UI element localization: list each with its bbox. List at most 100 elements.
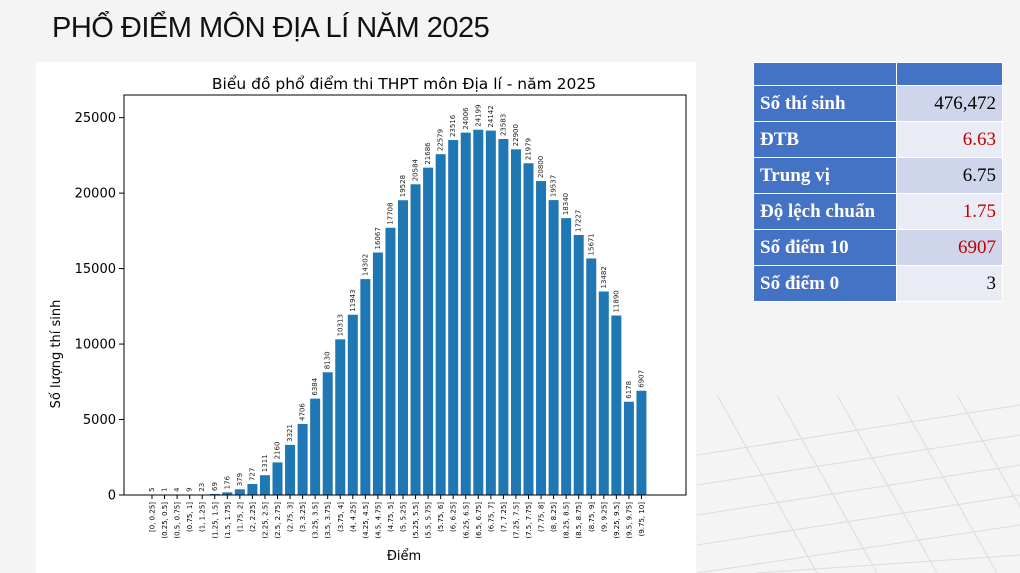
- x-tick-label: (6, 6.25]: [450, 502, 458, 532]
- bar: [297, 423, 308, 495]
- bar-value-label: 4706: [299, 403, 307, 421]
- stats-row: Trung vị 6.75: [753, 157, 1003, 194]
- x-tick-label: (3.75, 4]: [337, 502, 345, 532]
- bar-value-label: 9: [186, 487, 194, 491]
- chart-title: Biểu đồ phổ điểm thi THPT môn Địa lí - n…: [212, 75, 596, 93]
- x-tick-label: (0.25, 0.5]: [161, 502, 169, 539]
- bar-value-label: 2160: [274, 442, 282, 460]
- bar-value-label: 6384: [311, 377, 319, 395]
- bar-value-label: 6907: [637, 370, 645, 388]
- bar: [423, 167, 434, 495]
- bar-value-label: 17227: [575, 210, 583, 232]
- x-tick-label: (4.75, 5]: [387, 502, 395, 532]
- bar: [209, 493, 220, 495]
- bar-value-label: 3321: [286, 424, 294, 442]
- bar: [385, 227, 396, 496]
- bar: [561, 218, 572, 496]
- x-tick-label: (5.25, 5.5]: [412, 502, 420, 539]
- bar-value-label: 8130: [324, 351, 332, 369]
- bar: [523, 163, 534, 495]
- stats-label: Số điểm 10: [753, 229, 897, 266]
- x-tick-label: (3, 3.25]: [299, 502, 307, 532]
- stats-row: Số điểm 10 6907: [753, 229, 1003, 266]
- bar-value-label: 23516: [449, 114, 457, 137]
- y-axis-ticks: 0 5000 10000 15000 20000 25000: [75, 111, 124, 504]
- bar-value-label: 20800: [537, 156, 545, 178]
- bar-value-label: 69: [211, 482, 219, 491]
- bar: [598, 291, 609, 495]
- bar-value-label: 11890: [612, 290, 620, 312]
- bar-value-label: 15671: [587, 233, 595, 255]
- x-tick-label: (1.75, 2]: [236, 502, 244, 532]
- bar: [272, 462, 283, 495]
- x-tick-label: (9.75, 10]: [638, 502, 646, 537]
- score-distribution-chart: Biểu đồ phổ điểm thi THPT môn Địa lí - n…: [36, 62, 696, 573]
- bar-value-label: 1311: [261, 454, 269, 472]
- chart-canvas: Biểu đồ phổ điểm thi THPT môn Địa lí - n…: [49, 75, 687, 564]
- x-tick-label: (9.25, 9.5]: [613, 502, 621, 539]
- x-tick-label: (5.5, 5.75]: [425, 502, 433, 539]
- bar-value-label: 21979: [525, 138, 533, 160]
- x-tick-label: (3.25, 3.5]: [312, 502, 320, 539]
- x-axis-ticks: [0, 0.25] (0.25, 0.5] (0.5, 0.75] (0.75, 1]…: [149, 495, 646, 539]
- x-tick-label: (4.5, 4.75]: [374, 502, 382, 539]
- x-tick-label: (2.75, 3]: [287, 502, 295, 532]
- bar-value-label: 19528: [399, 175, 407, 197]
- bar: [247, 484, 258, 495]
- bar: [222, 492, 233, 495]
- x-tick-label: (2, 2.25]: [249, 502, 257, 532]
- stats-label: Trung vị: [753, 157, 897, 194]
- bar-value-label: 24142: [487, 105, 495, 127]
- bar-value-label: 17708: [386, 202, 394, 224]
- bar-value-label: 176: [223, 475, 231, 489]
- stats-value: 6907: [896, 229, 1003, 266]
- decorative-grid: [697, 395, 1020, 573]
- x-tick-label: (1.5, 1.75]: [224, 502, 232, 539]
- x-axis-label: Điểm: [387, 549, 421, 564]
- stats-value: 3: [896, 265, 1003, 302]
- bar: [498, 139, 509, 495]
- bar-value-label: 10313: [336, 314, 344, 336]
- bar: [485, 130, 496, 495]
- stats-value: 6.75: [896, 157, 1003, 194]
- bar-value-label: 18340: [562, 193, 570, 215]
- bar: [310, 398, 321, 495]
- bar-value-label: 6178: [625, 381, 633, 399]
- x-tick-label: (7.75, 8]: [538, 502, 546, 532]
- bar-value-label: 13482: [600, 266, 608, 288]
- slide-title: PHỔ ĐIỂM MÔN ĐỊA LÍ NĂM 2025: [52, 12, 490, 44]
- bar-value-label: 22900: [512, 124, 520, 146]
- bar: [611, 315, 622, 495]
- bar-value-label: 23583: [499, 114, 507, 136]
- x-tick-label: (7, 7.25]: [500, 502, 508, 532]
- y-axis-label: Số lượng thí sinh: [49, 300, 64, 409]
- bar: [623, 401, 634, 495]
- x-tick-label: (8.25, 8.5]: [563, 502, 571, 539]
- bar-value-label: 24006: [462, 107, 470, 130]
- y-tick-label: 15000: [75, 262, 116, 277]
- x-tick-label: (4.25, 4.5]: [362, 502, 370, 539]
- stats-row: ĐTB 6.63: [753, 121, 1003, 158]
- x-tick-label: (8, 8.25]: [550, 502, 558, 532]
- x-tick-label: (1.25, 1.5]: [211, 502, 219, 539]
- bar: [347, 314, 358, 495]
- bar: [360, 279, 371, 495]
- stats-header-row: [753, 62, 1003, 86]
- stats-header-cell: [753, 62, 897, 86]
- bar-value-label: 1: [161, 488, 169, 492]
- bar-value-label: 11943: [349, 289, 357, 311]
- y-tick-label: 0: [108, 489, 116, 504]
- x-tick-label: (2.25, 2.5]: [261, 502, 269, 539]
- bar: [234, 489, 245, 495]
- x-tick-label: (1, 1.25]: [199, 502, 207, 532]
- bar-value-label: 21686: [424, 142, 432, 165]
- bar: [536, 181, 547, 496]
- y-tick-label: 20000: [75, 187, 116, 202]
- stats-row: Số thí sinh 476,472: [753, 85, 1003, 122]
- stats-table: Số thí sinh 476,472 ĐTB 6.63 Trung vị 6.75 Độ …: [753, 62, 1003, 302]
- bar: [398, 200, 408, 495]
- x-tick-label: (7.25, 7.5]: [512, 502, 520, 539]
- x-tick-label: (0.75, 1]: [186, 502, 194, 532]
- bar-value-label: 20584: [412, 158, 420, 181]
